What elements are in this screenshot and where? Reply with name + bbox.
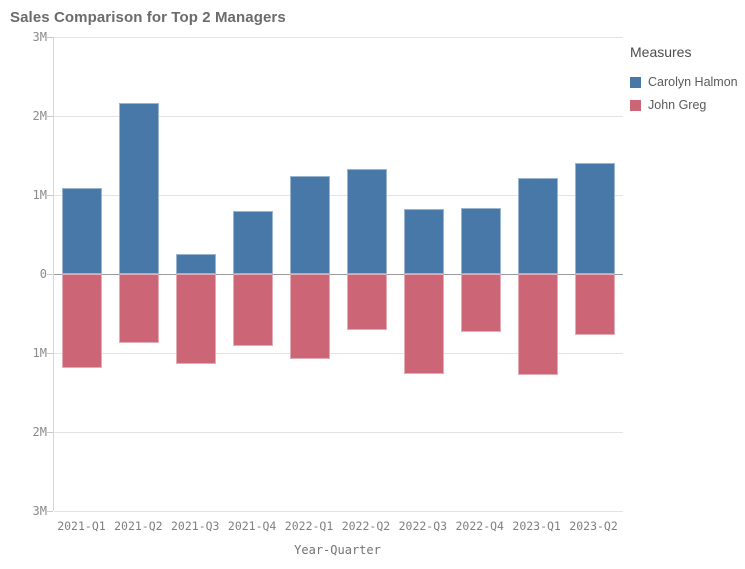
legend-swatch-john-greg — [630, 99, 641, 111]
bar-john-greg-2023-Q2[interactable] — [574, 274, 615, 335]
bar-john-greg-2022-Q3[interactable] — [403, 274, 444, 375]
zero-line — [54, 273, 623, 275]
bar-john-greg-2022-Q2[interactable] — [346, 274, 387, 331]
bar-carolyn-halmon-2021-Q2[interactable] — [119, 103, 160, 274]
legend-item-label: Carolyn Halmon — [648, 75, 738, 89]
x-tick-label-2023-Q2[interactable]: 2023-Q2 — [569, 519, 618, 533]
gridline — [54, 115, 623, 117]
legend-swatch-carolyn-halmon — [630, 76, 641, 88]
x-tick-label-2021-Q2[interactable]: 2021-Q2 — [114, 519, 163, 533]
y-tick-label: 3M — [32, 504, 47, 518]
y-tick-label: 2M — [32, 425, 47, 439]
legend-title: Measures — [630, 44, 692, 60]
y-tick — [47, 115, 53, 117]
bar-john-greg-2021-Q3[interactable] — [176, 274, 217, 365]
bar-carolyn-halmon-2021-Q4[interactable] — [233, 210, 274, 274]
bar-john-greg-2023-Q1[interactable] — [517, 274, 558, 376]
bar-john-greg-2021-Q1[interactable] — [62, 274, 103, 368]
y-tick-label: 2M — [32, 109, 47, 123]
bar-john-greg-2022-Q4[interactable] — [460, 274, 501, 332]
bar-carolyn-halmon-2022-Q3[interactable] — [403, 209, 444, 274]
bar-carolyn-halmon-2022-Q2[interactable] — [346, 168, 387, 274]
bar-john-greg-2021-Q2[interactable] — [119, 274, 160, 343]
y-tick — [47, 510, 53, 512]
legend: Measures Carolyn Halmon John Greg — [630, 44, 742, 121]
x-tick-label-2021-Q1[interactable]: 2021-Q1 — [57, 519, 106, 533]
y-tick-label: 3M — [32, 30, 47, 44]
y-tick — [47, 36, 53, 38]
legend-items: Carolyn Halmon John Greg — [630, 75, 742, 112]
bar-carolyn-halmon-2022-Q1[interactable] — [290, 176, 331, 274]
y-tick — [47, 273, 53, 275]
x-tick-label-2022-Q3[interactable]: 2022-Q3 — [398, 519, 448, 533]
legend-item-john-greg[interactable]: John Greg — [630, 98, 742, 112]
x-tick-label-2021-Q3[interactable]: 2021-Q3 — [171, 519, 220, 533]
bar-john-greg-2021-Q4[interactable] — [233, 274, 274, 346]
gridline — [54, 194, 623, 196]
plot-area — [47, 36, 623, 512]
bar-carolyn-halmon-2022-Q4[interactable] — [460, 207, 501, 274]
bar-carolyn-halmon-2023-Q2[interactable] — [574, 162, 615, 274]
y-tick-label: 1M — [32, 346, 47, 360]
x-tick-label-2022-Q1[interactable]: 2022-Q1 — [284, 519, 334, 533]
chart-title: Sales Comparison for Top 2 Managers — [10, 9, 286, 26]
gridline — [54, 352, 623, 354]
x-tick-label-2021-Q4[interactable]: 2021-Q4 — [227, 519, 277, 533]
gridline — [54, 431, 623, 433]
x-tick-label-2022-Q2[interactable]: 2022-Q2 — [341, 519, 391, 533]
y-tick — [47, 194, 53, 196]
x-axis-title: Year-Quarter — [294, 543, 381, 557]
x-tick-label-2022-Q4[interactable]: 2022-Q4 — [455, 519, 504, 533]
y-tick-label: 0 — [39, 267, 47, 281]
bar-john-greg-2022-Q1[interactable] — [290, 274, 331, 360]
bar-carolyn-halmon-2023-Q1[interactable] — [517, 177, 558, 274]
x-tick-label-2023-Q1[interactable]: 2023-Q1 — [512, 519, 561, 533]
gridline — [54, 36, 623, 38]
bar-carolyn-halmon-2021-Q1[interactable] — [62, 187, 103, 274]
y-tick — [47, 431, 53, 433]
legend-item-label: John Greg — [648, 98, 707, 112]
gridline — [54, 510, 623, 512]
bar-carolyn-halmon-2021-Q3[interactable] — [176, 254, 217, 274]
legend-item-carolyn-halmon[interactable]: Carolyn Halmon — [630, 75, 742, 89]
y-tick-label: 1M — [32, 188, 47, 202]
y-tick — [47, 352, 53, 354]
